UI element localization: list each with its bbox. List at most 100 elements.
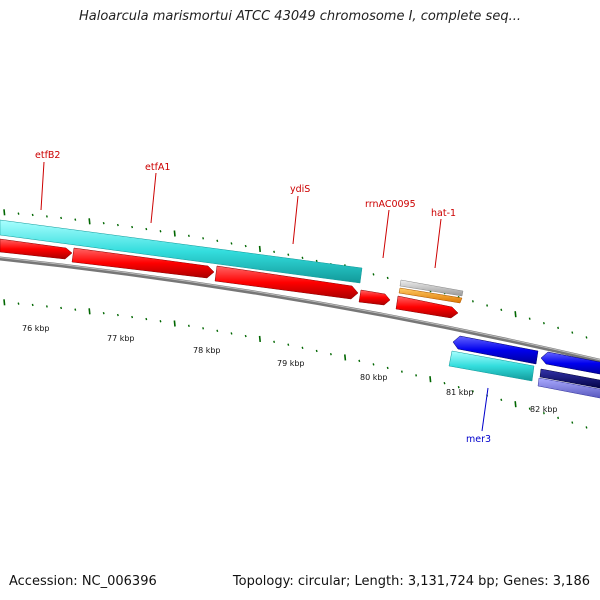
tick-mark [386, 276, 389, 280]
tick-mark [386, 366, 389, 370]
tick-mark [173, 230, 176, 237]
outer-tick-ring [3, 209, 588, 339]
topology-summary: Topology: circular; Length: 3,131,724 bp… [232, 574, 590, 589]
feature-navy-bar [539, 368, 600, 389]
tick-mark [542, 322, 545, 325]
tick-mark [471, 390, 474, 393]
label-ydiS: ydiS [290, 184, 310, 245]
tick-mark [486, 304, 489, 307]
tick-mark [3, 299, 6, 306]
tick-mark [244, 244, 247, 248]
tick-mark [273, 250, 276, 253]
feature-slate-bar [537, 377, 600, 399]
tick-mark [60, 216, 63, 220]
kbp-labels: 76 kbp 77 kbp 78 kbp 79 kbp 80 kbp 81 kb… [22, 324, 558, 414]
tick-mark [528, 407, 531, 410]
rrna-grey-bar [399, 279, 464, 297]
gene-ydiS-arrow [214, 265, 359, 300]
tick-mark [301, 346, 304, 349]
inner-tick-ring [3, 299, 588, 429]
label-rrnAC0095: rrnAC0095 [365, 199, 416, 259]
tick-mark [74, 308, 77, 311]
tick-mark [45, 215, 48, 218]
tick-mark [415, 374, 418, 377]
kbp-label-78: 78 kbp [193, 346, 221, 355]
tick-mark [514, 401, 517, 408]
gene-reverse-blue-1 [452, 335, 539, 365]
tick-mark [131, 315, 134, 319]
svg-text:rrnAC0095: rrnAC0095 [365, 199, 416, 210]
tick-mark [187, 324, 190, 328]
accession-text: Accession: NC_006396 [9, 574, 157, 589]
gene-etfB2-arrow [0, 238, 73, 260]
tick-mark [329, 352, 332, 356]
svg-text:mer3: mer3 [466, 434, 491, 445]
tick-mark [258, 335, 261, 342]
tick-mark [230, 332, 233, 335]
gene-rrnAC0095-arrow [358, 289, 391, 306]
tick-mark [216, 329, 219, 333]
tick-mark [358, 359, 361, 363]
tick-mark [315, 259, 318, 263]
kbp-label-76: 76 kbp [22, 324, 50, 333]
tick-mark [557, 416, 560, 420]
tick-mark [287, 253, 290, 256]
tick-mark [102, 311, 105, 315]
tick-mark [400, 370, 403, 373]
label-etfB2: etfB2 [35, 150, 60, 211]
kbp-label-79: 79 kbp [277, 359, 305, 368]
tick-mark [372, 363, 375, 366]
label-etfA1: etfA1 [145, 162, 170, 224]
tick-mark [500, 398, 503, 402]
tick-mark [301, 256, 304, 259]
tick-mark [102, 221, 105, 225]
tick-mark [542, 412, 545, 415]
tick-mark [471, 300, 474, 303]
gene-reverse-blue-2 [540, 351, 600, 375]
feature-etfB2-ydiS-cyan [0, 219, 363, 284]
kbp-label-80: 80 kbp [360, 373, 388, 382]
tick-mark [258, 245, 261, 252]
tick-mark [571, 331, 574, 334]
tick-mark [273, 340, 276, 343]
tick-mark [202, 237, 205, 240]
tick-mark [443, 381, 446, 385]
tick-mark [571, 421, 574, 424]
tick-mark [287, 343, 290, 346]
tick-mark [585, 426, 588, 429]
tick-mark [45, 305, 48, 308]
kbp-label-82: 82 kbp [530, 405, 558, 414]
tick-mark [585, 336, 588, 339]
tick-mark [17, 302, 20, 305]
gene-hat-1-arrow [395, 295, 459, 319]
rrna-orange-bar [398, 287, 463, 304]
tick-mark [173, 320, 176, 327]
tick-mark [429, 376, 432, 383]
tick-mark [3, 209, 6, 216]
tick-mark [159, 320, 162, 323]
tick-mark [557, 326, 560, 330]
tick-mark [88, 308, 91, 315]
tick-mark [514, 311, 517, 318]
tick-mark [145, 317, 148, 321]
tick-mark [74, 218, 77, 221]
label-mer3: mer3 [466, 387, 491, 445]
tick-mark [159, 230, 162, 233]
kbp-label-77: 77 kbp [107, 334, 135, 343]
kbp-label-81: 81 kbp [446, 388, 474, 397]
tick-mark [116, 223, 119, 227]
svg-text:etfA1: etfA1 [145, 162, 170, 173]
map-title: Haloarcula marismortui ATCC 43049 chromo… [79, 9, 521, 24]
gene-etfA1-arrow [71, 247, 215, 279]
tick-mark [60, 306, 63, 310]
backbone [0, 256, 600, 363]
svg-text:hat-1: hat-1 [431, 208, 456, 219]
tick-mark [116, 313, 119, 317]
tick-mark [17, 212, 20, 215]
backbone-highlight [0, 257, 600, 361]
feature-mer3-cyan [448, 350, 535, 382]
label-hat-1: hat-1 [431, 208, 456, 269]
tick-mark [145, 227, 148, 231]
tick-mark [244, 334, 247, 338]
